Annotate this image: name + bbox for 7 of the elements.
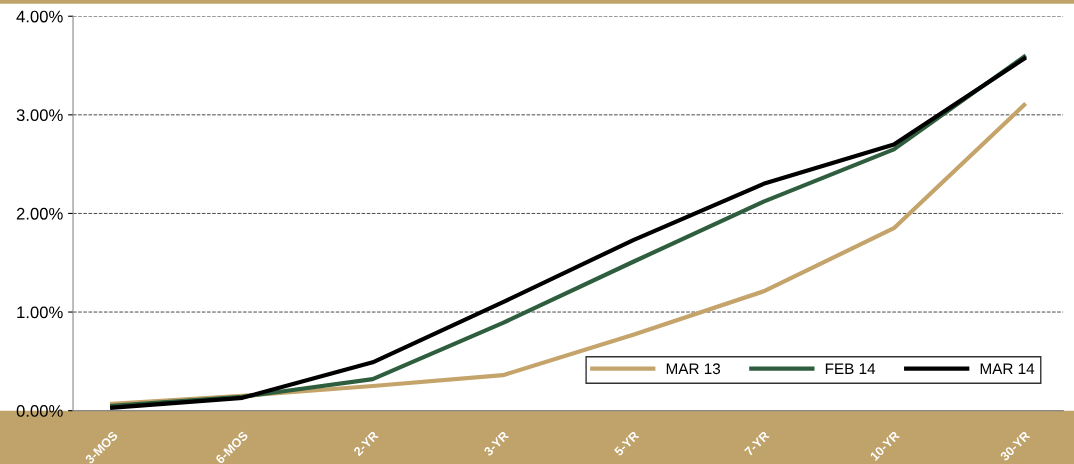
legend-label: MAR 14	[980, 363, 1035, 374]
y-tick-label: 3.00%	[16, 109, 63, 122]
y-tick-label: 4.00%	[16, 10, 63, 23]
y-tick-label: 1.00%	[17, 306, 63, 319]
legend-label: MAR 13	[666, 363, 721, 375]
legend-label: FEB 14	[825, 363, 876, 374]
y-tick-label: 2.00%	[16, 207, 63, 220]
